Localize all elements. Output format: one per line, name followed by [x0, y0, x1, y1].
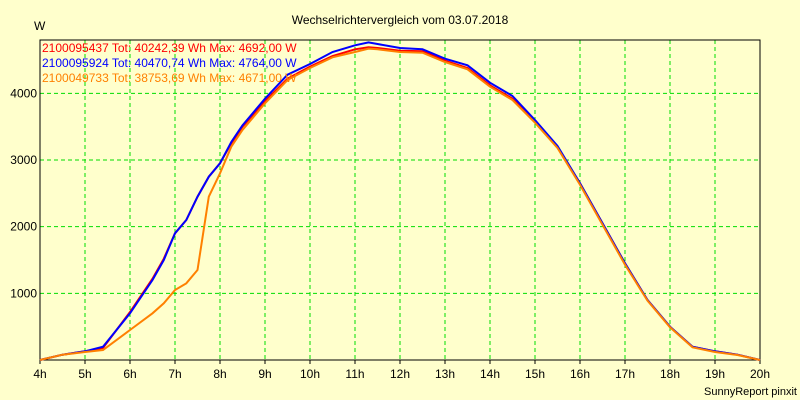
y-tick-label: 1000 — [10, 286, 37, 300]
series-line-2 — [39, 47, 761, 361]
x-tick-label: 16h — [570, 367, 590, 381]
x-tick-label: 5h — [78, 367, 91, 381]
x-tick-label: 11h — [345, 367, 364, 381]
x-tick-label: 10h — [300, 367, 320, 381]
legend-entry-2: 2100049733 Tot: 38753,69 Wh Max: 4671,00… — [42, 71, 297, 85]
x-tick-label: 12h — [390, 367, 410, 381]
x-tick-label: 18h — [660, 367, 680, 381]
y-tick-label: 4000 — [10, 86, 37, 100]
legend-entry-1: 2100095924 Tot: 40470,74 Wh Max: 4764,00… — [42, 56, 297, 70]
legend-entry-0: 2100095437 Tot: 40242,39 Wh Max: 4692,00… — [42, 41, 297, 55]
x-tick-label: 7h — [168, 367, 181, 381]
y-tick-label: 2000 — [10, 220, 37, 234]
x-tick-label: 13h — [435, 367, 455, 381]
x-tick-label: 17h — [615, 367, 635, 381]
x-tick-label: 9h — [258, 367, 271, 381]
x-tick-label: 19h — [705, 367, 725, 381]
x-tick-label: 8h — [213, 367, 226, 381]
x-tick-label: 6h — [123, 367, 136, 381]
x-tick-label: 14h — [480, 367, 500, 381]
y-tick-label: 3000 — [10, 153, 37, 167]
footer-credit: SunnyReport pinxit — [704, 386, 797, 398]
x-tick-label: 20h — [750, 367, 770, 381]
plot-frame — [39, 39, 761, 361]
x-tick-label: 15h — [525, 367, 545, 381]
chart-title: Wechselrichtervergleich vom 03.07.2018 — [292, 13, 509, 27]
y-axis-label: W — [34, 19, 46, 33]
x-tick-label: 4h — [33, 367, 46, 381]
